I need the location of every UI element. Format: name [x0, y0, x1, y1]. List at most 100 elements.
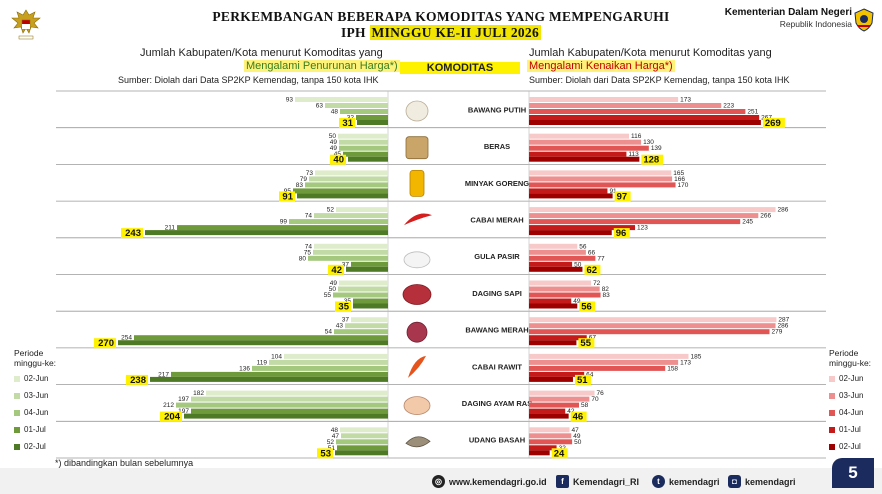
bar-increase	[529, 261, 573, 267]
bar-decrease	[305, 182, 388, 188]
data-label: 54	[325, 329, 333, 336]
data-label-highlight	[339, 118, 355, 128]
footer-twitter[interactable]: t kemendagri	[652, 475, 720, 488]
legend-right-title2: minggu-ke:	[829, 358, 872, 368]
data-label: 79	[300, 176, 308, 183]
data-label: 173	[680, 97, 691, 104]
data-label: 204	[164, 412, 181, 423]
data-label: 211	[165, 225, 176, 232]
data-label: 269	[765, 118, 781, 129]
footer-facebook[interactable]: f Kemendagri_RI	[556, 475, 639, 488]
bar-increase	[529, 303, 578, 309]
data-label: 37	[342, 317, 350, 324]
bar-decrease	[134, 335, 388, 341]
data-label-highlight	[94, 338, 116, 349]
left-legend-label: 04-Jun	[24, 408, 49, 417]
bar-decrease	[339, 139, 388, 145]
right-header-line1: Jumlah Kabupaten/Kota menurut Komoditas …	[529, 47, 772, 59]
data-label: 56	[581, 302, 592, 313]
bar-increase	[529, 359, 679, 365]
left-source: Sumber: Diolah dari Data SP2KP Kemendag,…	[118, 75, 379, 85]
bar-increase	[529, 255, 596, 261]
data-label: 42	[331, 265, 342, 276]
data-label: 40	[333, 155, 344, 166]
instagram-icon: ◘	[728, 475, 741, 488]
data-label: 238	[130, 375, 146, 386]
data-label: 113	[628, 151, 639, 158]
left-legend-item: 03-Jun	[14, 391, 74, 400]
data-label: 83	[603, 292, 611, 299]
bar-increase	[529, 292, 601, 298]
bar-decrease	[340, 427, 388, 433]
bar-increase	[529, 323, 776, 329]
komoditas-header: KOMODITAS	[400, 62, 520, 74]
data-label: 70	[591, 396, 599, 403]
data-label: 24	[554, 448, 565, 459]
data-label-highlight	[330, 154, 346, 165]
right-header-highlight: Mengalami Kenaikan Harga*)	[527, 60, 675, 72]
data-label-highlight	[160, 411, 182, 422]
bar-decrease	[339, 145, 388, 151]
bar-decrease	[333, 292, 388, 298]
bar-decrease	[295, 97, 388, 102]
data-label: 50	[574, 261, 582, 268]
bar-increase	[529, 353, 689, 359]
bar-decrease	[351, 317, 388, 323]
bar-increase	[529, 207, 776, 213]
bar-increase	[529, 298, 572, 304]
right-legend-item: 02-Jul	[829, 442, 879, 451]
facebook-icon: f	[556, 475, 569, 488]
left-legend-item: 01-Jul	[14, 425, 74, 434]
right-source: Sumber: Diolah dari Data SP2KP Kemendag,…	[529, 75, 790, 85]
left-legend-label: 01-Jul	[24, 425, 46, 434]
data-label: 279	[772, 329, 783, 336]
left-legend-swatch	[14, 409, 20, 416]
bar-increase	[529, 390, 595, 396]
data-label: 197	[178, 396, 189, 403]
bar-decrease	[297, 193, 388, 199]
left-legend-swatch	[14, 426, 20, 433]
kemendagri-logo-icon	[853, 8, 875, 32]
bar-decrease	[315, 170, 388, 176]
data-label: 55	[324, 292, 332, 299]
category-label: GULA PASIR	[474, 252, 520, 261]
bar-increase	[529, 103, 722, 108]
bar-increase	[529, 139, 642, 145]
data-label: 80	[299, 255, 307, 262]
data-label: 66	[588, 249, 596, 256]
data-label-highlight	[762, 118, 785, 128]
twitter-icon: t	[652, 475, 665, 488]
bar-increase	[529, 317, 777, 323]
bar-decrease	[345, 323, 388, 329]
bar-decrease	[353, 298, 388, 304]
data-label: 47	[332, 433, 340, 440]
bar-increase	[529, 340, 577, 346]
data-label: 56	[579, 243, 587, 250]
bar-increase	[529, 413, 569, 419]
data-label: 50	[329, 286, 337, 293]
facebook-label: Kemendagri_RI	[573, 476, 640, 487]
category-label: MINYAK GORENG	[465, 179, 529, 188]
right-legend-label: 04-Jun	[839, 408, 864, 417]
right-legend-item: 01-Jul	[829, 425, 879, 434]
bar-increase	[529, 396, 590, 402]
bar-increase	[529, 280, 592, 286]
data-label: 136	[239, 365, 250, 372]
data-label: 185	[690, 353, 701, 360]
data-label-highlight	[126, 374, 148, 385]
bar-decrease	[293, 188, 388, 194]
data-label: 49	[330, 145, 338, 152]
bar-increase	[529, 329, 770, 335]
left-legend-swatch	[14, 392, 20, 399]
footer-website[interactable]: ◎ www.kemendagri.go.id	[432, 475, 547, 488]
footer-instagram[interactable]: ◘ kemendagri	[728, 475, 796, 488]
sugar-icon	[403, 251, 431, 269]
left-legend-swatch	[14, 375, 20, 382]
bar-increase	[529, 225, 636, 231]
bar-decrease	[356, 115, 388, 120]
page-number: 5	[832, 458, 874, 488]
bar-decrease	[313, 249, 388, 255]
data-label-highlight	[570, 411, 587, 422]
data-label-highlight	[551, 448, 568, 459]
bar-decrease	[335, 450, 388, 456]
